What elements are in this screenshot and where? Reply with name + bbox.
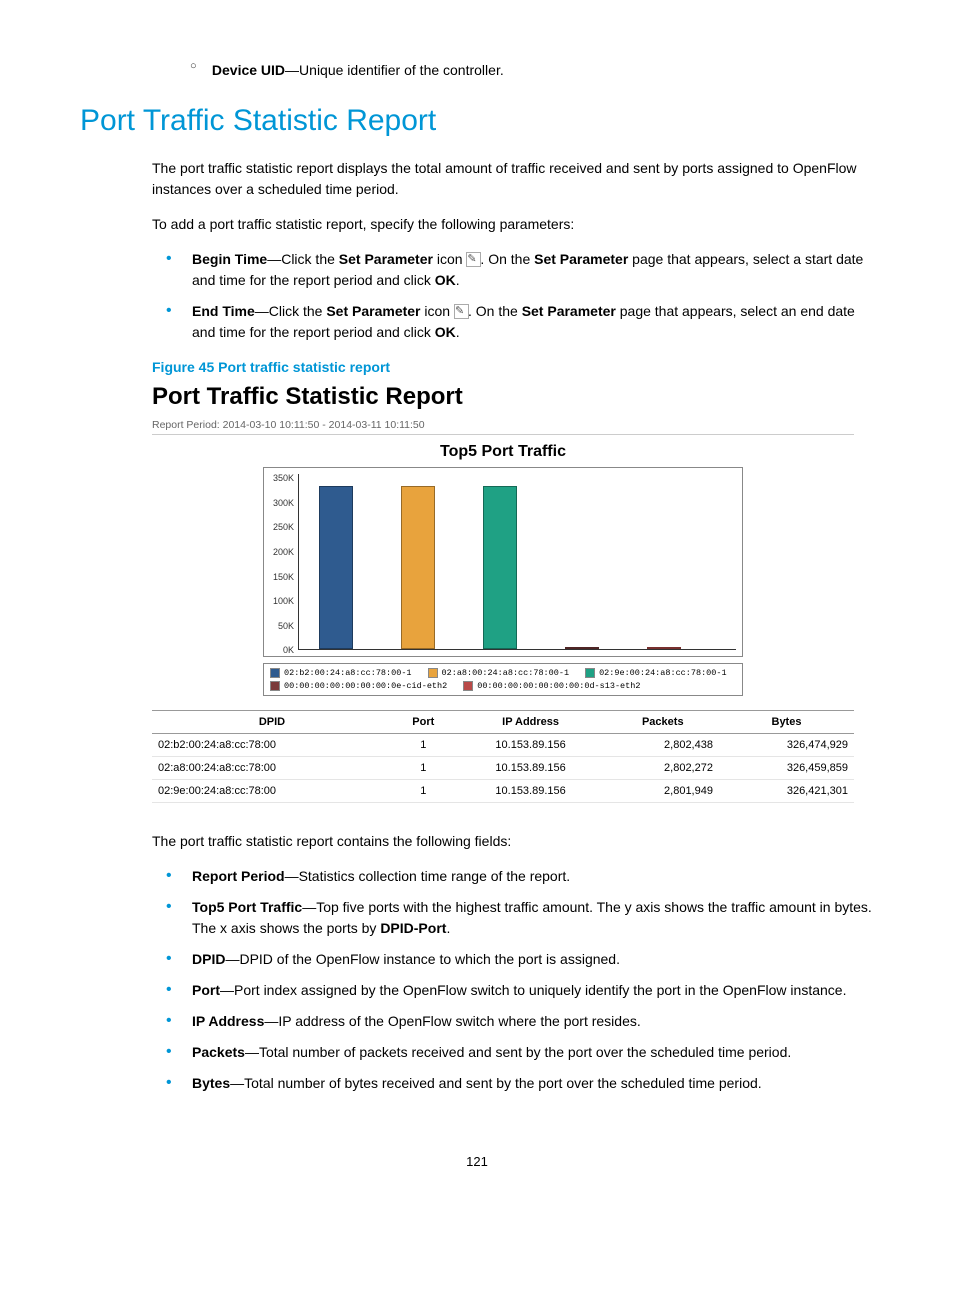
table-cell: 326,421,301	[719, 780, 854, 803]
list-item: •Top5 Port Traffic—Top five ports with t…	[166, 897, 874, 939]
list-text: Report Period—Statistics collection time…	[192, 866, 570, 887]
table-row: 02:b2:00:24:a8:cc:78:00110.153.89.1562,8…	[152, 734, 854, 757]
table-cell: 326,459,859	[719, 757, 854, 780]
section-heading: Port Traffic Statistic Report	[80, 104, 874, 138]
bullet-dot: •	[166, 866, 192, 887]
list-item: •Port—Port index assigned by the OpenFlo…	[166, 980, 874, 1001]
legend-item: 00:00:00:00:00:00:00:0e-cid-eth2	[270, 681, 447, 691]
legend-swatch	[270, 681, 280, 691]
legend-swatch	[428, 668, 438, 678]
table-cell: 1	[392, 734, 455, 757]
table-cell: 326,474,929	[719, 734, 854, 757]
legend-swatch	[463, 681, 473, 691]
list-item: •Bytes—Total number of bytes received an…	[166, 1073, 874, 1094]
chart-bar	[647, 647, 681, 649]
data-table: DPIDPortIP AddressPacketsBytes 02:b2:00:…	[152, 710, 854, 803]
bullet-dot: •	[166, 1073, 192, 1094]
legend-item: 02:9e:00:24:a8:cc:78:00-1	[585, 668, 727, 678]
list-text: Packets—Total number of packets received…	[192, 1042, 791, 1063]
chart-bar	[319, 486, 353, 649]
table-header: Port	[392, 711, 455, 734]
table-header: IP Address	[455, 711, 607, 734]
intro-paragraph-2: To add a port traffic statistic report, …	[152, 214, 874, 235]
legend-label: 02:a8:00:24:a8:cc:78:00-1	[442, 668, 570, 678]
bullet-dot: •	[166, 897, 192, 939]
bar-chart: 350K300K250K200K150K100K50K0K	[263, 467, 743, 657]
bullet-dot: •	[166, 1042, 192, 1063]
list-item: •Packets—Total number of packets receive…	[166, 1042, 874, 1063]
table-cell: 02:9e:00:24:a8:cc:78:00	[152, 780, 392, 803]
list-text: IP Address—IP address of the OpenFlow sw…	[192, 1011, 641, 1032]
report-screenshot: Port Traffic Statistic Report Report Per…	[152, 383, 854, 803]
table-cell: 2,801,949	[607, 780, 719, 803]
table-cell: 10.153.89.156	[455, 780, 607, 803]
table-header: Bytes	[719, 711, 854, 734]
table-cell: 10.153.89.156	[455, 734, 607, 757]
list-item: •Report Period—Statistics collection tim…	[166, 866, 874, 887]
legend-label: 02:9e:00:24:a8:cc:78:00-1	[599, 668, 727, 678]
table-cell: 02:b2:00:24:a8:cc:78:00	[152, 734, 392, 757]
chart-bar	[401, 486, 435, 649]
bullet-dot: •	[166, 249, 192, 291]
list-text: End Time—Click the Set Parameter icon . …	[192, 301, 874, 343]
list-item: •DPID—DPID of the OpenFlow instance to w…	[166, 949, 874, 970]
list-text: Bytes—Total number of bytes received and…	[192, 1073, 762, 1094]
table-header: Packets	[607, 711, 719, 734]
chart-title: Top5 Port Traffic	[263, 443, 743, 461]
report-period: Report Period: 2014-03-10 10:11:50 - 201…	[152, 419, 854, 435]
table-cell: 1	[392, 757, 455, 780]
bullet-dot: •	[166, 301, 192, 343]
fields-intro: The port traffic statistic report contai…	[152, 831, 874, 852]
table-cell: 2,802,438	[607, 734, 719, 757]
legend-label: 00:00:00:00:00:00:00:0e-cid-eth2	[284, 681, 447, 691]
set-parameter-icon	[454, 304, 468, 318]
bullet-circle: ○	[190, 60, 208, 72]
list-item: ○ Device UID—Unique identifier of the co…	[190, 60, 874, 80]
figure-caption: Figure 45 Port traffic statistic report	[152, 359, 874, 375]
legend-item: 00:00:00:00:00:00:00:0d-s13-eth2	[463, 681, 640, 691]
list-text: DPID—DPID of the OpenFlow instance to wh…	[192, 949, 620, 970]
legend-label: 00:00:00:00:00:00:00:0d-s13-eth2	[477, 681, 640, 691]
legend-swatch	[270, 668, 280, 678]
bullet-dot: •	[166, 980, 192, 1001]
legend-label: 02:b2:00:24:a8:cc:78:00-1	[284, 668, 412, 678]
bullet-dot: •	[166, 1011, 192, 1032]
list-item: •Begin Time—Click the Set Parameter icon…	[166, 249, 874, 291]
table-row: 02:9e:00:24:a8:cc:78:00110.153.89.1562,8…	[152, 780, 854, 803]
legend-swatch	[585, 668, 595, 678]
set-parameter-icon	[466, 252, 480, 266]
list-text: Port—Port index assigned by the OpenFlow…	[192, 980, 846, 1001]
list-text: Top5 Port Traffic—Top five ports with th…	[192, 897, 874, 939]
list-text: Begin Time—Click the Set Parameter icon …	[192, 249, 874, 291]
intro-paragraph: The port traffic statistic report displa…	[152, 158, 874, 200]
legend-item: 02:b2:00:24:a8:cc:78:00-1	[270, 668, 412, 678]
list-text: Device UID—Unique identifier of the cont…	[212, 60, 874, 80]
chart-bar	[565, 647, 599, 649]
table-cell: 1	[392, 780, 455, 803]
page-number: 121	[80, 1154, 874, 1169]
table-row: 02:a8:00:24:a8:cc:78:00110.153.89.1562,8…	[152, 757, 854, 780]
bullet-dot: •	[166, 949, 192, 970]
list-item: •End Time—Click the Set Parameter icon .…	[166, 301, 874, 343]
list-item: •IP Address—IP address of the OpenFlow s…	[166, 1011, 874, 1032]
chart-legend: 02:b2:00:24:a8:cc:78:00-1 02:a8:00:24:a8:…	[263, 663, 743, 696]
report-title: Port Traffic Statistic Report	[152, 383, 854, 411]
chart-bar	[483, 486, 517, 649]
table-cell: 02:a8:00:24:a8:cc:78:00	[152, 757, 392, 780]
table-cell: 2,802,272	[607, 757, 719, 780]
legend-item: 02:a8:00:24:a8:cc:78:00-1	[428, 668, 570, 678]
table-cell: 10.153.89.156	[455, 757, 607, 780]
table-header: DPID	[152, 711, 392, 734]
